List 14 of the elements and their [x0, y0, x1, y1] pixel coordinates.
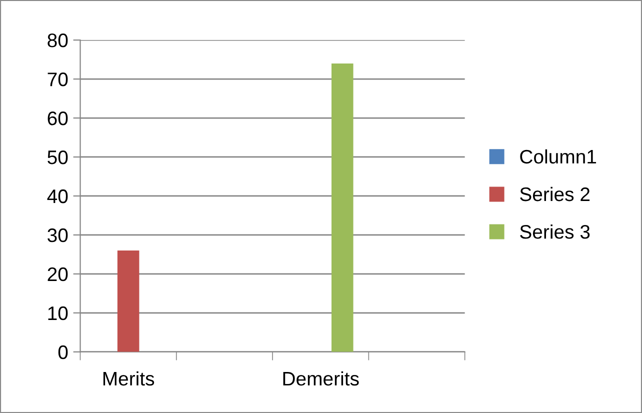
x-tick-label: Merits [103, 371, 154, 386]
legend-label: Column1 [520, 149, 596, 164]
y-tick-label: 10 [48, 306, 68, 320]
x-tick-label: Demerits [283, 371, 359, 386]
legend-label: Series 2 [520, 186, 590, 202]
y-tick-label: 0 [58, 345, 68, 360]
y-tick-label: 30 [48, 228, 68, 242]
y-tick-label: 40 [47, 189, 68, 204]
legend-label: Series 3 [520, 224, 590, 239]
y-tick-label: 60 [48, 111, 68, 126]
y-tick-label: 20 [48, 267, 68, 282]
y-tick-label: 50 [48, 150, 68, 164]
y-tick-label: 80 [48, 34, 68, 48]
y-tick-label: 70 [48, 72, 68, 86]
